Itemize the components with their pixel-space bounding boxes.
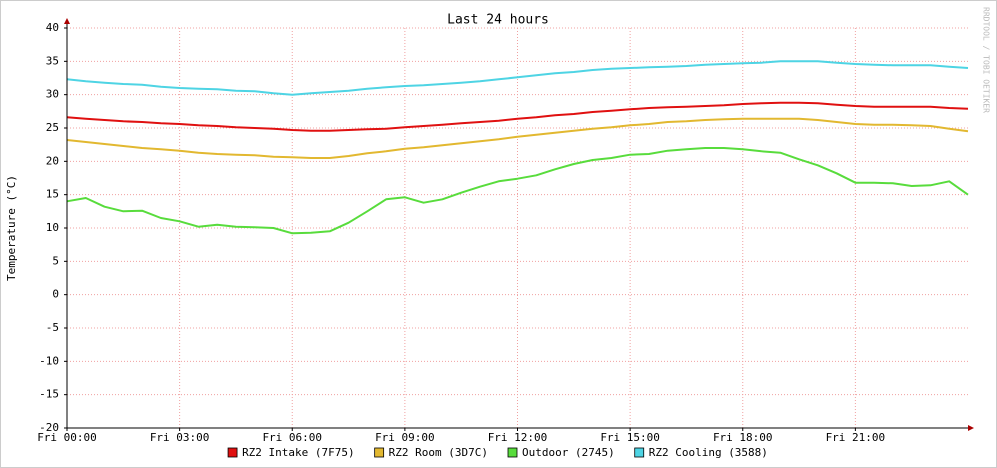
legend-label: RZ2 Intake (7F75) (242, 446, 355, 459)
legend-swatch (374, 447, 385, 458)
y-tick-label: 15 (46, 188, 59, 201)
watermark: RRDTOOL / TOBI OETIKER (982, 7, 991, 113)
y-tick-label: -10 (39, 354, 59, 367)
x-tick-label: Fri 18:00 (713, 431, 773, 444)
chart-title: Last 24 hours (447, 13, 549, 28)
y-axis-label: Temperature (°C) (5, 175, 18, 281)
legend: RZ2 Intake (7F75) RZ2 Room (3D7C) Outdoor … (227, 446, 768, 459)
x-axis-arrow (968, 425, 974, 431)
y-tick-label: 25 (46, 121, 59, 134)
series-line (66, 117, 969, 159)
plot (66, 60, 969, 235)
y-tick-label: 10 (46, 221, 59, 234)
x-tick-label: Fri 15:00 (600, 431, 660, 444)
series-line (66, 101, 969, 132)
x-tick-label: Fri 03:00 (150, 431, 210, 444)
series-line (66, 147, 969, 235)
y-tick-label: 35 (46, 54, 59, 67)
y-tick-label: -5 (46, 321, 59, 334)
legend-label: RZ2 Cooling (3588) (649, 446, 768, 459)
y-tick-label: 5 (52, 254, 59, 267)
y-tick-label: 40 (46, 21, 59, 34)
legend-label: Outdoor (2745) (522, 446, 615, 459)
x-tick-label: Fri 09:00 (375, 431, 435, 444)
y-axis-arrow (64, 18, 70, 24)
y-tick-label: 20 (46, 154, 59, 167)
x-tick-label: Fri 12:00 (488, 431, 548, 444)
series-line (66, 60, 969, 96)
x-tick-label: Fri 21:00 (826, 431, 886, 444)
y-tick-label: 0 (52, 288, 59, 301)
x-tick-label: Fri 06:00 (262, 431, 322, 444)
legend-swatch (227, 447, 238, 458)
y-tick-label: -20 (39, 421, 59, 434)
legend-swatch (507, 447, 518, 458)
legend-swatch (634, 447, 645, 458)
x-tick-label: Fri 00:00 (37, 431, 97, 444)
legend-label: RZ2 Room (3D7C) (389, 446, 488, 459)
y-tick-label: 30 (46, 88, 59, 101)
y-tick-label: -15 (39, 388, 59, 401)
